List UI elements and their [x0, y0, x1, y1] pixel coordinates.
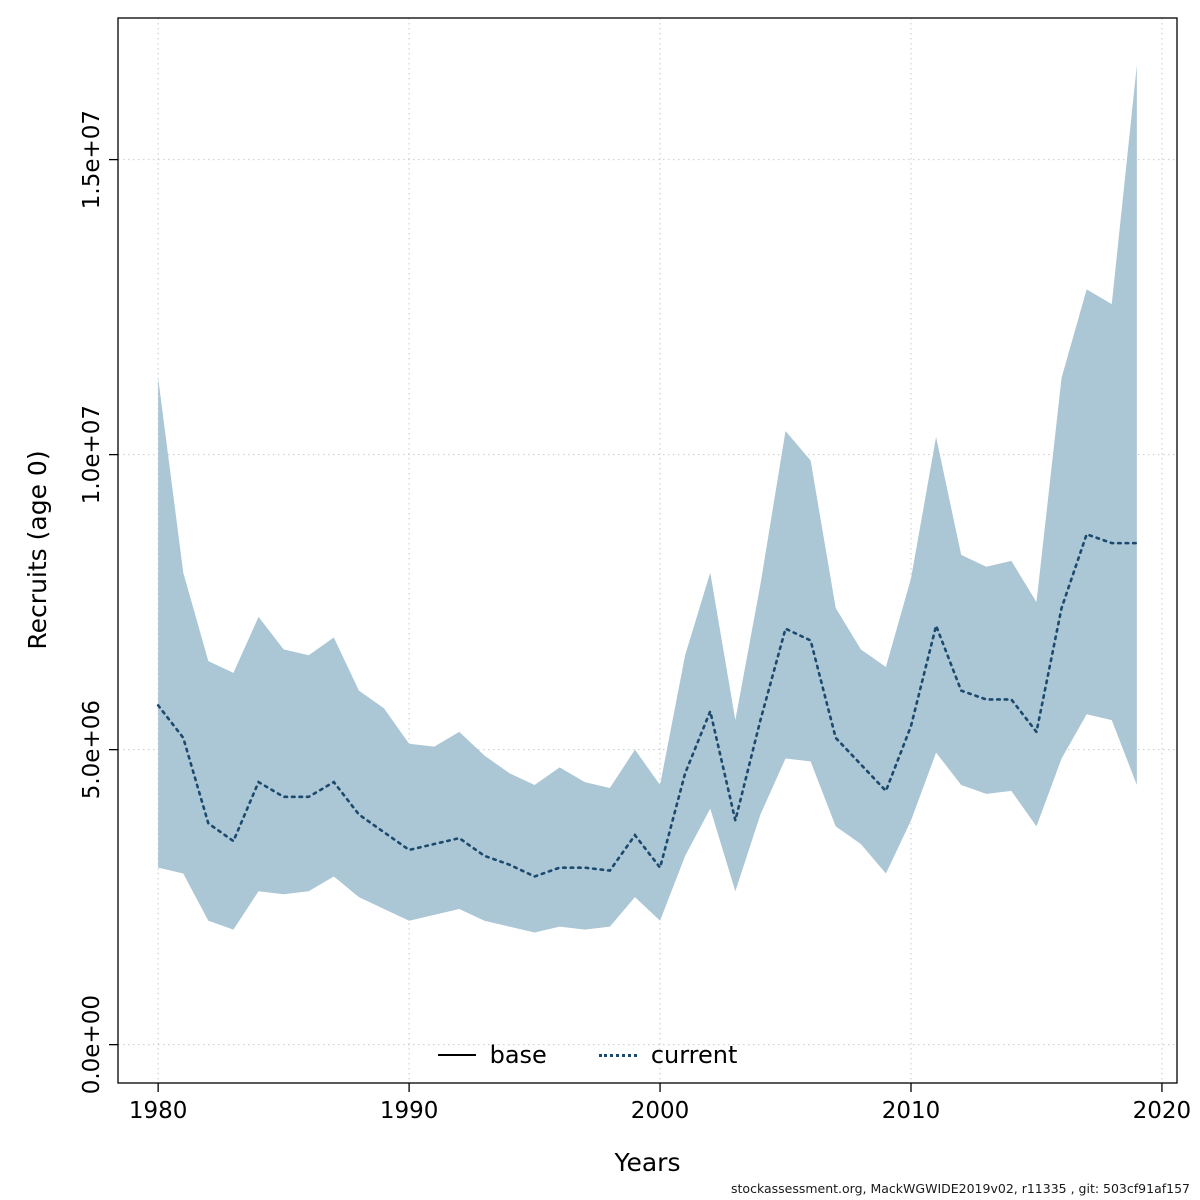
current-line: [156, 532, 1139, 878]
x-tick-label: 1990: [380, 1098, 439, 1124]
y-axis-title: Recruits (age 0): [23, 450, 52, 650]
x-axis-title: Years: [614, 1148, 681, 1177]
source-attribution: stockassessment.org, MackWGWIDE2019v02, …: [731, 1181, 1190, 1196]
legend-item-base: base: [437, 1041, 547, 1069]
legend-item-current: current: [598, 1041, 738, 1069]
legend: base current: [58, 1038, 1117, 1072]
y-tick-label: 5.0e+06: [79, 700, 105, 799]
y-tick-label: 0.0e+00: [79, 995, 105, 1094]
y-tick-label: 1.0e+07: [79, 405, 105, 504]
legend-label-base: base: [489, 1041, 547, 1069]
axis-box: [117, 17, 1178, 1084]
confidence-band: [158, 65, 1137, 933]
base-line-sample: [437, 1054, 476, 1056]
x-tick-label: 2010: [882, 1098, 941, 1124]
x-tick-label: 2000: [631, 1098, 690, 1124]
x-tick-label: 1980: [129, 1098, 188, 1124]
current-line-sample: [598, 1053, 637, 1057]
legend-label-current: current: [650, 1041, 738, 1069]
x-tick-label: 2020: [1133, 1098, 1192, 1124]
y-tick-label: 1.5e+07: [79, 110, 105, 209]
